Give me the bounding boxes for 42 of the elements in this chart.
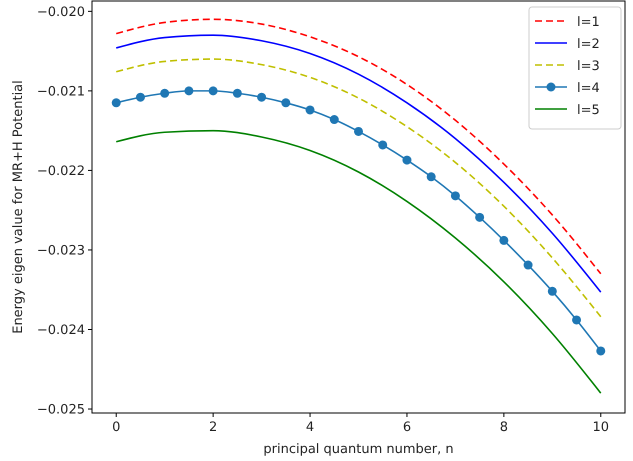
point bbox=[136, 92, 145, 102]
x-tick-label: 0 bbox=[112, 420, 120, 435]
legend-label: l=5 bbox=[577, 103, 600, 118]
point bbox=[306, 105, 315, 114]
line-series bbox=[115, 130, 602, 394]
point bbox=[596, 346, 606, 356]
legend-label: l=2 bbox=[577, 37, 600, 52]
point bbox=[378, 140, 388, 150]
point bbox=[232, 88, 242, 98]
x-tick-label: 10 bbox=[592, 420, 610, 435]
point bbox=[281, 98, 290, 108]
point bbox=[402, 156, 412, 165]
point bbox=[548, 286, 557, 296]
x-tick-label: 8 bbox=[500, 420, 508, 435]
point bbox=[330, 115, 339, 124]
y-tick-label: −0.024 bbox=[36, 322, 85, 338]
point bbox=[475, 212, 484, 222]
point bbox=[499, 236, 508, 245]
x-tick-label: 4 bbox=[306, 420, 314, 435]
x-tick-label: 2 bbox=[208, 420, 218, 435]
y-tick-label: −0.025 bbox=[36, 402, 85, 418]
y-tick-label: −0.020 bbox=[36, 4, 85, 20]
point bbox=[426, 172, 436, 182]
legend-label: l=1 bbox=[577, 15, 600, 30]
point bbox=[572, 315, 582, 324]
point bbox=[450, 191, 460, 200]
point bbox=[160, 88, 170, 98]
line-series bbox=[115, 58, 602, 318]
point bbox=[524, 260, 533, 270]
y-axis-title: Energy eigen value for MR+H Potential bbox=[11, 80, 26, 334]
point bbox=[354, 126, 363, 136]
x-axis-title: principal quantum number, n bbox=[263, 442, 454, 457]
y-tick-label: −0.022 bbox=[36, 164, 85, 179]
point bbox=[208, 86, 218, 96]
point bbox=[112, 98, 121, 108]
point bbox=[184, 86, 194, 96]
y-tick-label: −0.023 bbox=[36, 243, 85, 258]
point bbox=[257, 92, 266, 102]
x-tick-label: 6 bbox=[402, 420, 412, 435]
y-tick-label: −0.021 bbox=[36, 84, 85, 100]
legend-label: l=3 bbox=[577, 59, 600, 74]
legend-label: l=4 bbox=[577, 81, 600, 96]
